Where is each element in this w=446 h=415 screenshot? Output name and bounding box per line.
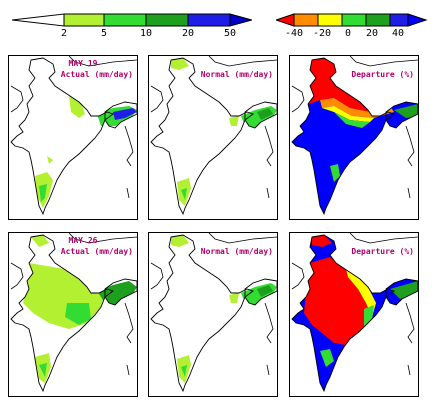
india-map	[291, 233, 418, 393]
legend-tick: 5	[100, 28, 108, 39]
legend-tick: -20	[312, 28, 332, 39]
panel-label: Actual (mm/day)	[60, 70, 133, 79]
legend-tick: 40	[391, 28, 405, 39]
legend-tick: 10	[139, 28, 153, 39]
legend-tick: 2	[60, 28, 68, 39]
legend-tick: 50	[223, 28, 237, 39]
departure-legend: -40 -20 0 20 40	[276, 0, 436, 44]
panel-label: Departure (%)	[351, 247, 414, 256]
map-panel-normal: Normal (mm/day)	[148, 232, 278, 397]
india-map	[10, 233, 137, 393]
panel-label: Normal (mm/day)	[200, 247, 273, 256]
india-map	[10, 56, 137, 216]
map-panel-departure: Departure (%)	[289, 55, 419, 220]
panel-date: MAY 26	[68, 236, 98, 245]
departure-colorbar	[276, 13, 428, 27]
actual-rainfall-colorbar	[12, 13, 252, 27]
india-map	[150, 233, 277, 393]
map-panel-normal: Normal (mm/day)	[148, 55, 278, 220]
panel-label: Actual (mm/day)	[60, 247, 133, 256]
legend-tick: 20	[181, 28, 195, 39]
map-panel-actual: MAY 19 Actual (mm/day)	[8, 55, 138, 220]
legend-tick: -40	[284, 28, 304, 39]
map-panel-actual2: MAY 26 Actual (mm/day)	[8, 232, 138, 397]
panel-date: MAY 19	[68, 59, 98, 68]
legend-tick: 0	[344, 28, 352, 39]
india-map	[291, 56, 418, 216]
panel-label: Departure (%)	[351, 70, 414, 79]
india-map	[150, 56, 277, 216]
map-panel-departure2: Departure (%)	[289, 232, 419, 397]
actual-rainfall-legend: 2 5 10 20 50	[12, 0, 252, 44]
legend-tick: 20	[365, 28, 379, 39]
panel-label: Normal (mm/day)	[200, 70, 273, 79]
